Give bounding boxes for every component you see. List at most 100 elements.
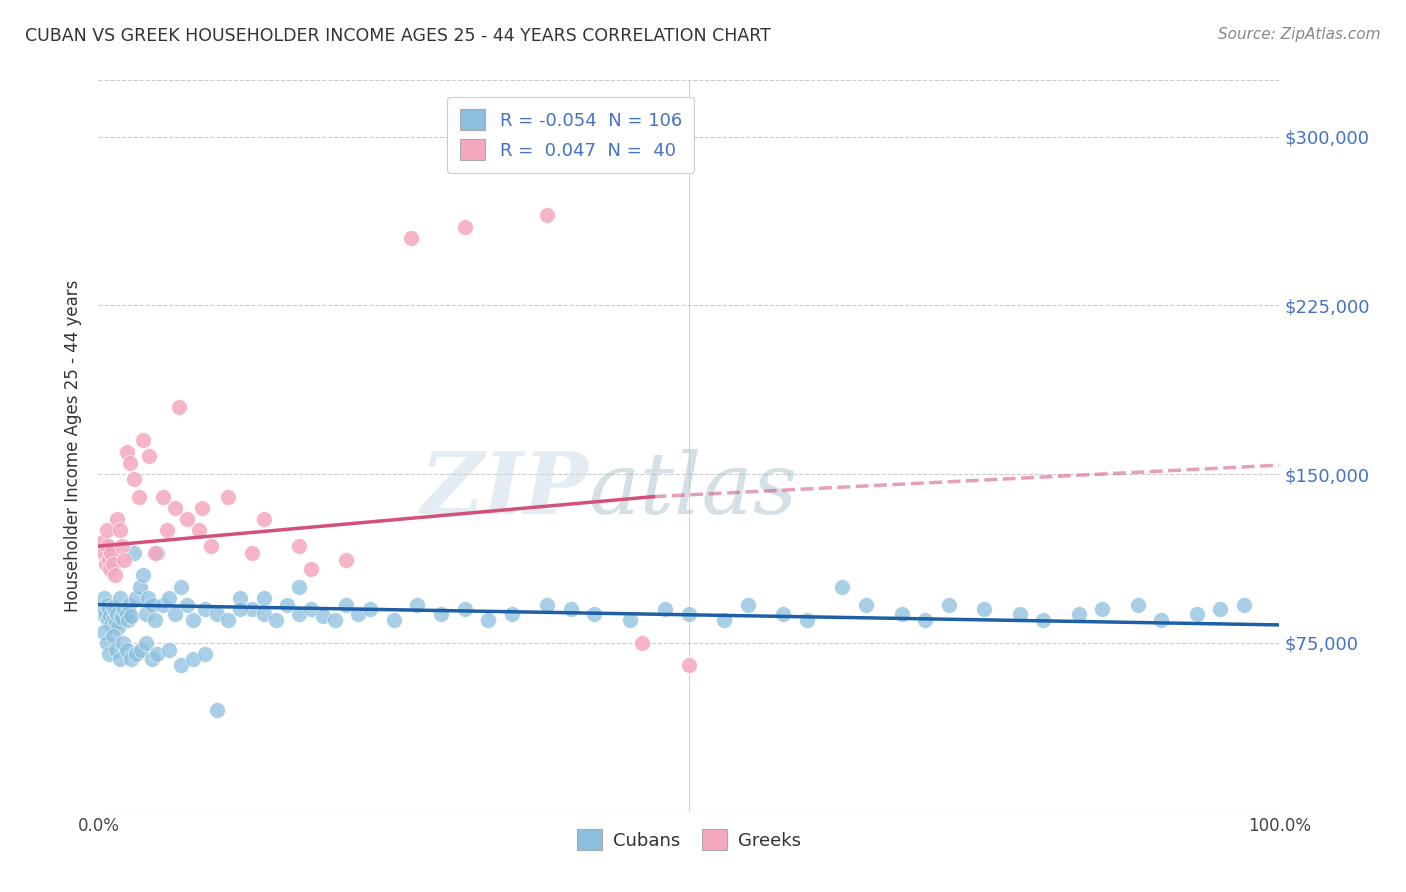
Point	[94, 557, 117, 571]
Point	[165, 500, 187, 515]
Point	[122, 472, 145, 486]
Point	[323, 614, 346, 628]
Point	[96, 598, 118, 612]
Point	[191, 500, 214, 515]
Point	[129, 642, 152, 657]
Point	[536, 598, 558, 612]
Point	[973, 602, 995, 616]
Point	[93, 591, 115, 605]
Point	[1233, 598, 1256, 612]
Point	[335, 598, 357, 612]
Text: CUBAN VS GREEK HOUSEHOLDER INCOME AGES 25 - 44 YEARS CORRELATION CHART: CUBAN VS GREEK HOUSEHOLDER INCOME AGES 2…	[25, 27, 770, 45]
Point	[104, 604, 127, 618]
Point	[96, 524, 118, 538]
Point	[194, 602, 217, 616]
Point	[115, 607, 138, 621]
Point	[299, 602, 322, 616]
Point	[98, 562, 121, 576]
Point	[110, 608, 132, 623]
Point	[135, 636, 157, 650]
Point	[619, 614, 641, 628]
Point	[914, 614, 936, 628]
Point	[205, 607, 228, 621]
Point	[108, 651, 131, 665]
Point	[501, 607, 523, 621]
Point	[630, 636, 652, 650]
Point	[1126, 598, 1149, 612]
Point	[713, 614, 735, 628]
Point	[288, 539, 311, 553]
Point	[772, 607, 794, 621]
Point	[157, 591, 180, 605]
Point	[401, 231, 423, 245]
Point	[118, 598, 141, 612]
Text: atlas: atlas	[589, 449, 797, 532]
Point	[111, 539, 134, 553]
Point	[453, 219, 475, 234]
Point	[890, 607, 912, 621]
Point	[264, 614, 287, 628]
Point	[105, 607, 128, 621]
Point	[359, 602, 381, 616]
Point	[678, 607, 700, 621]
Point	[98, 602, 121, 616]
Point	[112, 636, 135, 650]
Point	[253, 512, 276, 526]
Point	[536, 208, 558, 222]
Point	[143, 614, 166, 628]
Point	[100, 546, 122, 560]
Point	[132, 568, 155, 582]
Point	[938, 598, 960, 612]
Point	[1150, 614, 1173, 628]
Point	[115, 444, 138, 458]
Point	[1091, 602, 1114, 616]
Point	[181, 614, 204, 628]
Point	[98, 552, 121, 566]
Point	[654, 602, 676, 616]
Point	[312, 608, 335, 623]
Point	[176, 512, 198, 526]
Text: ZIP: ZIP	[420, 448, 589, 532]
Point	[240, 546, 263, 560]
Point	[1209, 602, 1232, 616]
Point	[93, 546, 115, 560]
Point	[121, 651, 143, 665]
Point	[108, 591, 131, 605]
Point	[138, 449, 160, 463]
Point	[1185, 607, 1208, 621]
Point	[157, 642, 180, 657]
Point	[477, 614, 499, 628]
Point	[128, 490, 150, 504]
Point	[737, 598, 759, 612]
Point	[96, 636, 118, 650]
Point	[176, 598, 198, 612]
Point	[132, 434, 155, 448]
Point	[217, 490, 239, 504]
Point	[187, 524, 209, 538]
Point	[111, 611, 134, 625]
Legend: Cubans, Greeks: Cubans, Greeks	[569, 822, 808, 857]
Point	[108, 524, 131, 538]
Point	[170, 580, 193, 594]
Point	[97, 614, 120, 628]
Point	[93, 624, 115, 639]
Y-axis label: Householder Income Ages 25 - 44 years: Householder Income Ages 25 - 44 years	[65, 280, 83, 612]
Text: Source: ZipAtlas.com: Source: ZipAtlas.com	[1218, 27, 1381, 42]
Point	[98, 608, 121, 623]
Point	[205, 703, 228, 717]
Point	[855, 598, 877, 612]
Point	[430, 607, 453, 621]
Point	[560, 602, 582, 616]
Point	[141, 651, 163, 665]
Point	[91, 602, 114, 616]
Point	[406, 598, 429, 612]
Point	[831, 580, 853, 594]
Point	[382, 614, 405, 628]
Point	[229, 591, 252, 605]
Point	[170, 658, 193, 673]
Point	[146, 546, 169, 560]
Point	[101, 599, 124, 614]
Point	[135, 607, 157, 621]
Point	[103, 611, 125, 625]
Point	[94, 607, 117, 621]
